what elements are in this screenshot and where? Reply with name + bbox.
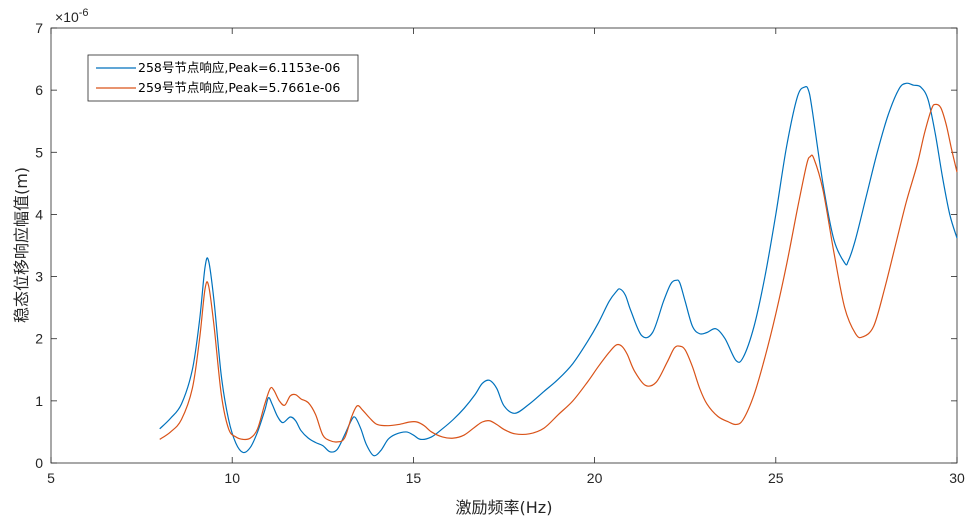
- y-tick-label: 6: [35, 82, 43, 98]
- y-exponent-label: ×10-6: [55, 7, 89, 25]
- x-axis-label: 激励频率(Hz): [456, 498, 553, 517]
- x-tick-label: 15: [406, 470, 422, 486]
- series-line-0: [159, 82, 958, 457]
- y-exponent-power: -6: [79, 7, 89, 19]
- y-tick-label: 5: [35, 144, 43, 160]
- legend-label-259: 259号节点响应,Peak=5.7661e-06: [138, 80, 340, 95]
- x-tick-label: 20: [587, 470, 603, 486]
- legend: 258号节点响应,Peak=6.1153e-06 259号节点响应,Peak=5…: [87, 54, 359, 102]
- y-tick-label: 3: [35, 269, 43, 285]
- legend-label-258: 258号节点响应,Peak=6.1153e-06: [138, 60, 340, 75]
- y-axis-label: 稳态位移响应幅值(m): [12, 167, 31, 323]
- y-axis-ticks: 0 1 2 3 4 5 6 7: [35, 20, 957, 471]
- y-tick-label: 4: [35, 206, 43, 222]
- x-tick-label: 30: [949, 470, 965, 486]
- legend-box: [87, 54, 359, 102]
- x-axis-ticks: 5 10 15 20 25 30: [47, 28, 965, 486]
- y-tick-label: 2: [35, 331, 43, 347]
- y-tick-label: 7: [35, 20, 43, 36]
- y-exponent-prefix: ×: [55, 9, 63, 25]
- y-tick-label: 0: [35, 455, 43, 471]
- x-tick-label: 5: [47, 470, 55, 486]
- y-tick-label: 1: [35, 393, 43, 409]
- series-lines: [159, 82, 958, 457]
- series-line-1: [159, 103, 958, 443]
- x-tick-label: 10: [224, 470, 240, 486]
- svg-text:×10-6: ×10-6: [55, 7, 89, 25]
- y-exponent-base: 10: [63, 9, 79, 25]
- x-tick-label: 25: [768, 470, 784, 486]
